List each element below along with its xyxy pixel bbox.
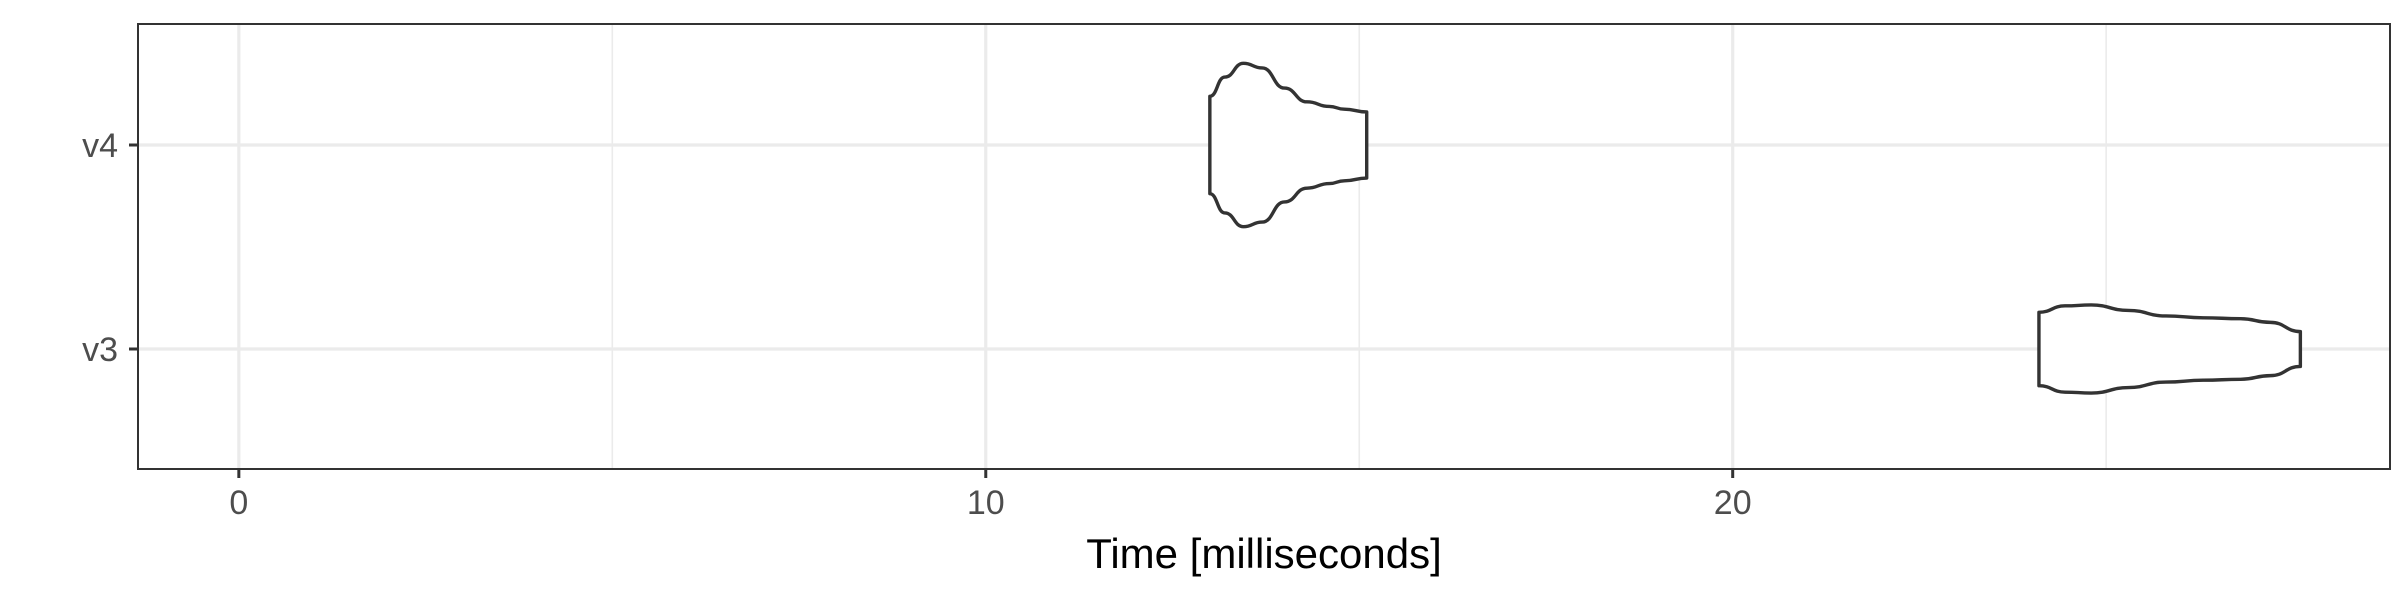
x-tick-label: 20 bbox=[1714, 484, 1752, 522]
y-tick-label: v3 bbox=[82, 331, 118, 369]
violin-v4 bbox=[1208, 61, 1369, 229]
axis-layer: 0 10 20 v3 v4 bbox=[82, 127, 1752, 522]
violin-v3 bbox=[2037, 303, 2303, 395]
y-tick-label: v4 bbox=[82, 127, 118, 165]
panel-border bbox=[137, 23, 2391, 470]
violin-layer bbox=[1208, 61, 2303, 395]
x-axis-title: Time [milliseconds] bbox=[1086, 530, 1442, 577]
x-tick-label: 0 bbox=[229, 484, 248, 522]
grid-layer bbox=[138, 24, 2390, 469]
x-tick-label: 10 bbox=[967, 484, 1005, 522]
